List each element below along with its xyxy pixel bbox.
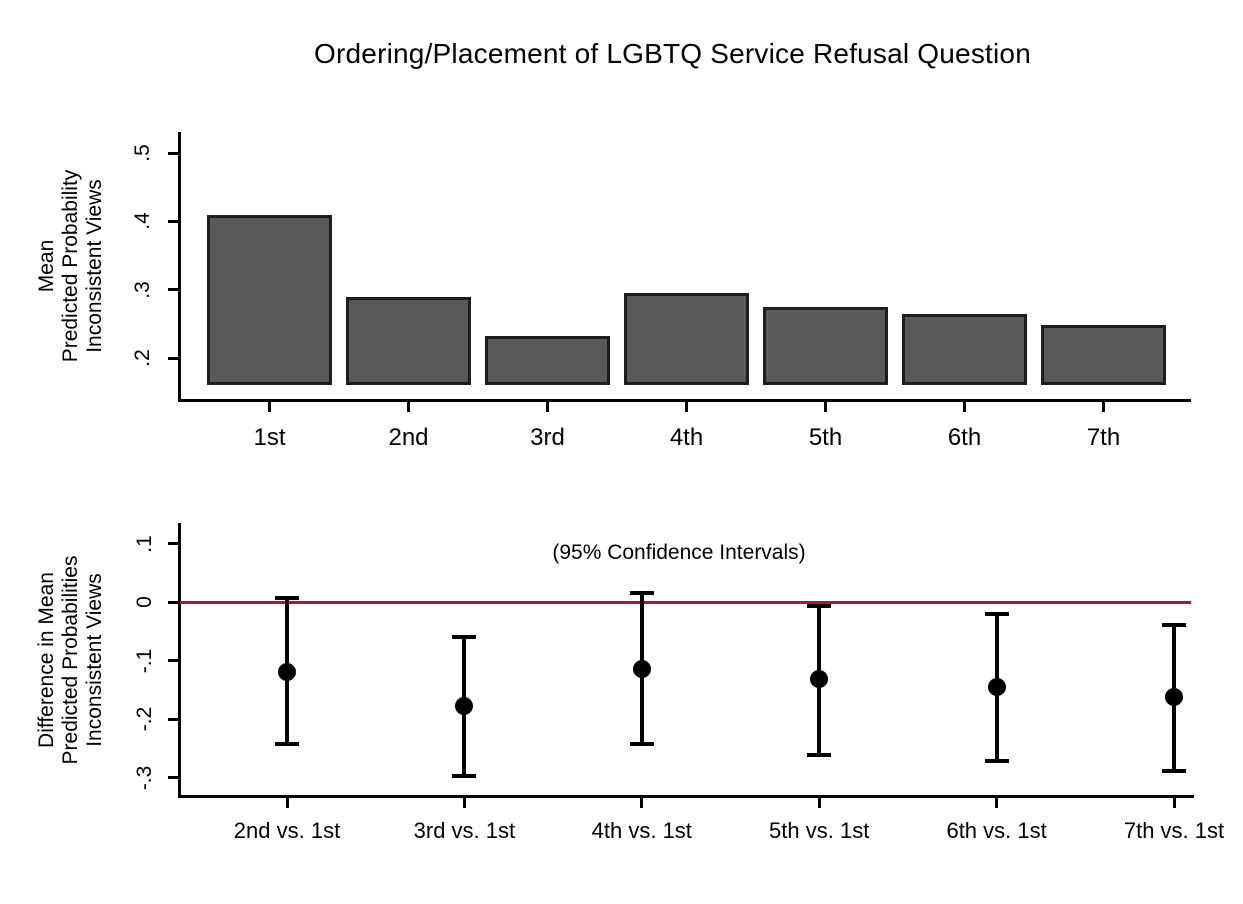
bar-5th [763,306,888,386]
bottom-y-tick-label: -.2 [133,706,156,732]
bottom-x-tickmark [817,798,821,808]
top-y-tick-label: .5 [131,144,154,162]
top-y-tick-label: .2 [131,349,154,367]
error-bar-4th-vs-1st-cap-upper [629,590,654,595]
top-x-tickmark [1102,402,1105,412]
bottom-y-tickmark [168,542,178,545]
zero-reference-line [180,600,1191,604]
ci-annotation: (95% Confidence Intervals) [552,541,806,564]
error-bar-2nd-vs-1st-cap-lower [275,742,299,747]
bottom-y-tick-label: 0 [133,596,156,608]
bottom-y-axis-label-line1: Difference in Mean [35,572,58,748]
bottom-y-axis-label-line3: Inconsistent Views [83,573,106,747]
error-bar-6th-vs-1st-cap-upper [984,612,1009,617]
error-bar-3rd-vs-1st-estimate-dot [455,697,474,716]
bottom-x-tickmark [462,798,466,808]
bottom-x-tickmark [1172,798,1176,808]
top-y-tickmark [168,219,178,223]
top-x-category-label: 3rd [530,424,565,451]
error-bar-7th-vs-1st-cap-lower [1162,769,1186,774]
bottom-x-category-label: 6th vs. 1st [946,818,1047,843]
bar-3rd [485,336,610,386]
top-y-tick-label: .4 [131,212,154,231]
bar-7th [1041,324,1166,386]
top-x-tickmark [685,402,688,412]
top-x-tickmark [963,402,966,412]
top-y-tickmark [168,151,178,155]
top-x-category-label: 2nd [388,424,429,451]
error-bar-3rd-vs-1st-cap-upper [452,634,477,639]
top-y-axis-label-line1: Mean [35,239,58,293]
bottom-x-axis-line [178,795,1194,798]
bottom-x-tickmark [285,798,289,808]
bottom-y-tickmark [168,600,178,604]
error-bar-2nd-vs-1st-cap-upper [275,596,299,601]
bottom-x-category-label: 5th vs. 1st [769,818,870,843]
bottom-y-axis-line [178,523,181,798]
error-bar-5th-vs-1st-cap-lower [807,753,832,758]
error-bar-2nd-vs-1st-estimate-dot [278,663,296,682]
bottom-x-tickmark [995,798,999,808]
bottom-y-tick-label: .1 [133,534,156,553]
error-bar-3rd-vs-1st-cap-lower [452,774,477,779]
chart-title: Ordering/Placement of LGBTQ Service Refu… [314,38,1031,69]
bottom-y-tickmark [168,717,178,721]
bottom-y-axis-label: Difference in Mean Predicted Probabiliti… [35,556,107,765]
bar-2nd [346,296,471,386]
top-x-tickmark [824,402,827,412]
bottom-y-tickmark [168,776,178,779]
top-x-tickmark [268,402,271,412]
top-y-axis-label-line3: Inconsistent Views [83,179,106,353]
bottom-y-tick-label: -.3 [133,765,156,790]
bar-1st [207,214,332,386]
bottom-y-tick-label: -.1 [133,648,156,673]
bar-6th [902,314,1027,386]
error-bar-6th-vs-1st-estimate-dot [987,678,1006,697]
top-x-category-label: 6th [947,424,982,451]
bar-4th [624,293,749,386]
error-bar-4th-vs-1st-estimate-dot [632,660,651,679]
error-bar-6th-vs-1st-cap-lower [984,758,1009,763]
top-x-axis-line [178,399,1191,402]
top-x-category-label: 4th [669,424,704,451]
bottom-x-category-label: 3rd vs. 1st [413,818,516,843]
top-y-tickmark [168,288,178,292]
error-bar-7th-vs-1st-cap-upper [1162,623,1186,628]
bottom-x-category-label: 7th vs. 1st [1123,818,1225,843]
top-y-tick-label: .3 [131,280,154,299]
top-y-axis-label-line2: Predicted Probability [59,169,82,363]
top-y-axis-line [178,132,181,402]
bottom-x-category-label: 2nd vs. 1st [233,818,341,843]
error-bar-5th-vs-1st-cap-upper [807,603,832,608]
error-bar-5th-vs-1st-estimate-dot [810,670,829,689]
bottom-x-category-label: 4th vs. 1st [591,818,692,843]
top-x-category-label: 5th [808,424,843,451]
top-x-category-label: 7th [1086,424,1121,451]
error-bar-7th-vs-1st-estimate-dot [1165,688,1183,707]
top-x-category-label: 1st [253,424,286,451]
bottom-x-tickmark [640,798,644,808]
top-y-tickmark [168,356,178,360]
top-y-axis-label: Mean Predicted Probability Inconsistent … [35,170,107,363]
top-x-tickmark [407,402,410,412]
bottom-y-tickmark [168,659,178,662]
bottom-y-axis-label-line2: Predicted Probabilities [59,555,82,765]
top-x-tickmark [546,402,549,412]
error-bar-4th-vs-1st-cap-lower [629,742,654,747]
